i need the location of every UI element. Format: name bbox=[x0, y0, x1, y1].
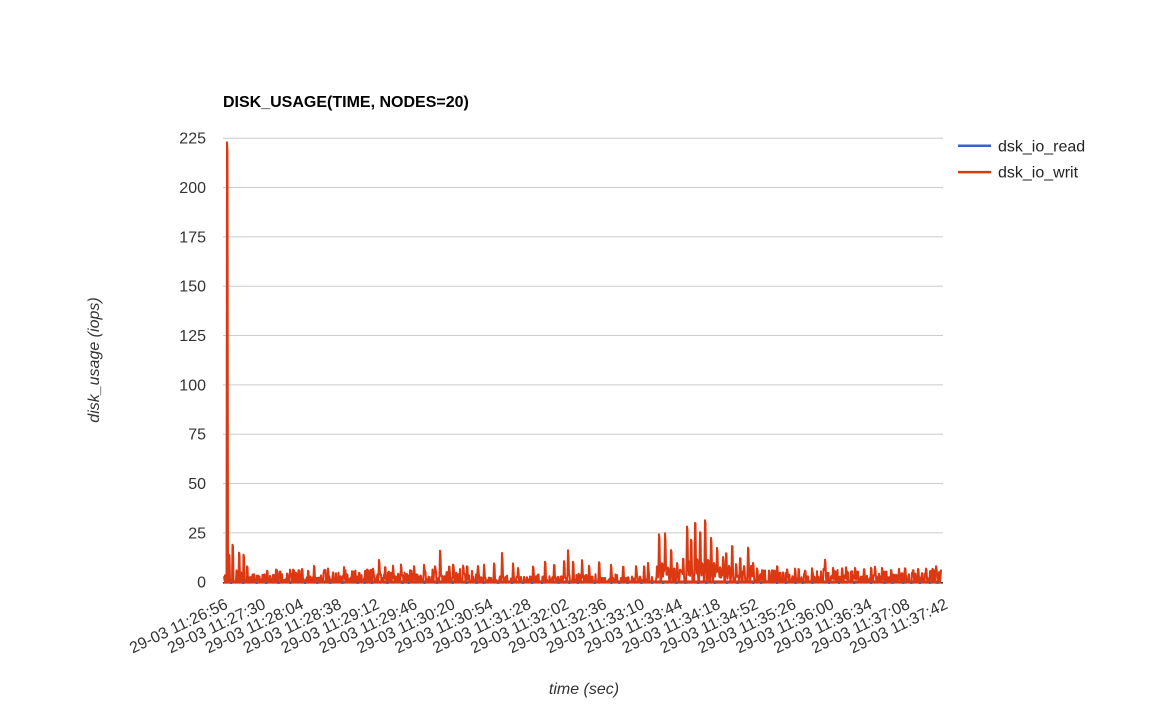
svg-text:225: 225 bbox=[179, 131, 206, 148]
svg-text:DISK_USAGE(TIME, NODES=20): DISK_USAGE(TIME, NODES=20) bbox=[223, 94, 469, 111]
svg-text:0: 0 bbox=[197, 575, 206, 592]
svg-text:50: 50 bbox=[188, 476, 206, 493]
svg-text:25: 25 bbox=[188, 525, 206, 542]
svg-text:time (sec): time (sec) bbox=[549, 681, 619, 698]
svg-text:175: 175 bbox=[179, 229, 206, 246]
svg-text:dsk_io_writ: dsk_io_writ bbox=[998, 165, 1079, 182]
svg-text:disk_usage (iops): disk_usage (iops) bbox=[86, 297, 103, 422]
svg-text:150: 150 bbox=[179, 279, 206, 296]
svg-text:100: 100 bbox=[179, 377, 206, 394]
svg-text:dsk_io_read: dsk_io_read bbox=[998, 138, 1085, 155]
svg-text:200: 200 bbox=[179, 180, 206, 197]
svg-text:75: 75 bbox=[188, 427, 206, 444]
svg-text:125: 125 bbox=[179, 328, 206, 345]
